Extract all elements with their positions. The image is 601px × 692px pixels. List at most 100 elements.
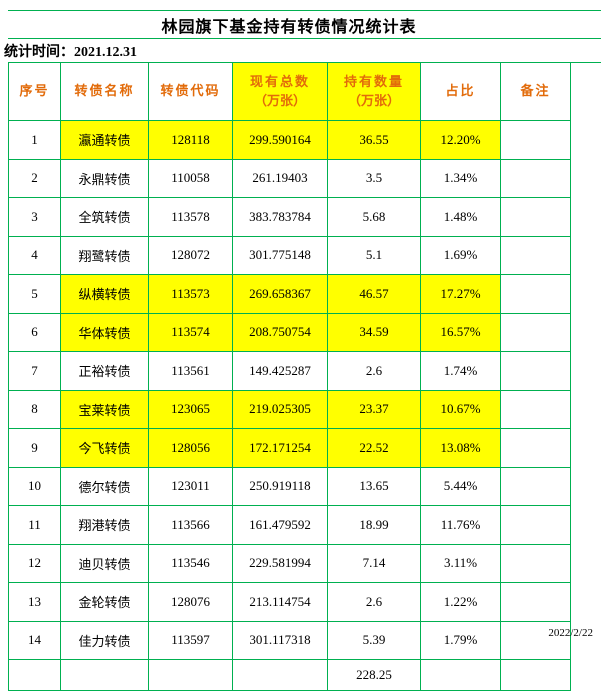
cell-pct[interactable]: 1.34% [420, 158, 501, 198]
cell-note[interactable] [500, 158, 571, 198]
cell-held[interactable]: 3.5 [327, 158, 421, 198]
cell-note[interactable] [500, 505, 571, 545]
col-header-total[interactable]: 现有总数 （万张） [232, 62, 328, 121]
cell-name[interactable]: 瀛通转债 [60, 120, 149, 160]
cell-name[interactable]: 宝莱转债 [60, 389, 149, 429]
cell-pct[interactable]: 17.27% [420, 274, 501, 314]
cell-pct[interactable]: 13.08% [420, 428, 501, 468]
cell-pct[interactable]: 1.69% [420, 235, 501, 275]
cell-code[interactable]: 128056 [148, 428, 233, 468]
cell-no[interactable]: 10 [8, 466, 61, 506]
cell-code[interactable]: 123011 [148, 466, 233, 506]
cell-no[interactable]: 7 [8, 351, 61, 391]
cell-code[interactable]: 113546 [148, 543, 233, 583]
cell-note[interactable] [500, 235, 571, 275]
cell-code[interactable]: 113566 [148, 505, 233, 545]
cell-no[interactable]: 12 [8, 543, 61, 583]
cell-code[interactable]: 123065 [148, 389, 233, 429]
cell-held[interactable]: 2.6 [327, 582, 421, 622]
col-header-no[interactable]: 序号 [8, 62, 61, 121]
cell-total[interactable]: 261.19403 [232, 158, 328, 198]
total-cell-name[interactable] [60, 659, 149, 691]
cell-no[interactable]: 13 [8, 582, 61, 622]
report-title-cell[interactable]: 林园旗下基金持有转债情况统计表 [8, 11, 570, 38]
total-cell-total[interactable] [232, 659, 328, 691]
total-cell-code[interactable] [148, 659, 233, 691]
cell-no[interactable]: 5 [8, 274, 61, 314]
cell-held[interactable]: 46.57 [327, 274, 421, 314]
cell-note[interactable] [500, 120, 571, 160]
col-header-name[interactable]: 转债名称 [60, 62, 149, 121]
cell-name[interactable]: 华体转债 [60, 312, 149, 352]
cell-code[interactable]: 113573 [148, 274, 233, 314]
cell-no[interactable]: 3 [8, 197, 61, 237]
cell-name[interactable]: 正裕转债 [60, 351, 149, 391]
cell-no[interactable]: 14 [8, 620, 61, 660]
col-header-pct[interactable]: 占比 [420, 62, 501, 121]
cell-held[interactable]: 23.37 [327, 389, 421, 429]
cell-code[interactable]: 128118 [148, 120, 233, 160]
cell-pct[interactable]: 11.76% [420, 505, 501, 545]
cell-code[interactable]: 113561 [148, 351, 233, 391]
cell-no[interactable]: 4 [8, 235, 61, 275]
cell-held[interactable]: 5.68 [327, 197, 421, 237]
cell-code[interactable]: 113578 [148, 197, 233, 237]
cell-name[interactable]: 翔港转债 [60, 505, 149, 545]
cell-no[interactable]: 9 [8, 428, 61, 468]
cell-code[interactable]: 128072 [148, 235, 233, 275]
cell-pct[interactable]: 10.67% [420, 389, 501, 429]
stat-time-cell[interactable]: 统计时间：2021.12.31 [0, 39, 601, 62]
cell-note[interactable] [500, 312, 571, 352]
cell-no[interactable]: 1 [8, 120, 61, 160]
cell-total[interactable]: 299.590164 [232, 120, 328, 160]
total-cell-no[interactable] [8, 659, 61, 691]
cell-note[interactable] [500, 274, 571, 314]
cell-pct[interactable]: 1.74% [420, 351, 501, 391]
cell-note[interactable] [500, 351, 571, 391]
cell-total[interactable]: 301.775148 [232, 235, 328, 275]
cell-code[interactable]: 110058 [148, 158, 233, 198]
cell-held[interactable]: 13.65 [327, 466, 421, 506]
cell-name[interactable]: 永鼎转债 [60, 158, 149, 198]
cell-note[interactable] [500, 428, 571, 468]
cell-no[interactable]: 8 [8, 389, 61, 429]
cell-total[interactable]: 383.783784 [232, 197, 328, 237]
cell-total[interactable]: 229.581994 [232, 543, 328, 583]
cell-note[interactable] [500, 543, 571, 583]
cell-name[interactable]: 佳力转债 [60, 620, 149, 660]
cell-pct[interactable]: 12.20% [420, 120, 501, 160]
total-cell-note[interactable] [500, 659, 571, 691]
cell-note[interactable] [500, 582, 571, 622]
cell-total[interactable]: 208.750754 [232, 312, 328, 352]
cell-note[interactable] [500, 466, 571, 506]
cell-no[interactable]: 11 [8, 505, 61, 545]
cell-name[interactable]: 迪贝转债 [60, 543, 149, 583]
cell-code[interactable]: 128076 [148, 582, 233, 622]
cell-held[interactable]: 22.52 [327, 428, 421, 468]
cell-held[interactable]: 5.39 [327, 620, 421, 660]
cell-total[interactable]: 250.919118 [232, 466, 328, 506]
cell-name[interactable]: 纵横转债 [60, 274, 149, 314]
cell-name[interactable]: 金轮转债 [60, 582, 149, 622]
cell-pct[interactable]: 5.44% [420, 466, 501, 506]
cell-note[interactable] [500, 197, 571, 237]
cell-held[interactable]: 34.59 [327, 312, 421, 352]
cell-pct[interactable]: 1.79% [420, 620, 501, 660]
cell-name[interactable]: 今飞转债 [60, 428, 149, 468]
cell-total[interactable]: 172.171254 [232, 428, 328, 468]
cell-held[interactable]: 7.14 [327, 543, 421, 583]
cell-total[interactable]: 161.479592 [232, 505, 328, 545]
total-cell-held[interactable]: 228.25 [327, 659, 421, 691]
total-cell-pct[interactable] [420, 659, 501, 691]
cell-held[interactable]: 18.99 [327, 505, 421, 545]
cell-pct[interactable]: 16.57% [420, 312, 501, 352]
cell-held[interactable]: 2.6 [327, 351, 421, 391]
cell-code[interactable]: 113597 [148, 620, 233, 660]
cell-held[interactable]: 5.1 [327, 235, 421, 275]
cell-total[interactable]: 301.117318 [232, 620, 328, 660]
cell-pct[interactable]: 1.22% [420, 582, 501, 622]
cell-note[interactable] [500, 389, 571, 429]
cell-code[interactable]: 113574 [148, 312, 233, 352]
cell-name[interactable]: 德尔转债 [60, 466, 149, 506]
cell-pct[interactable]: 1.48% [420, 197, 501, 237]
